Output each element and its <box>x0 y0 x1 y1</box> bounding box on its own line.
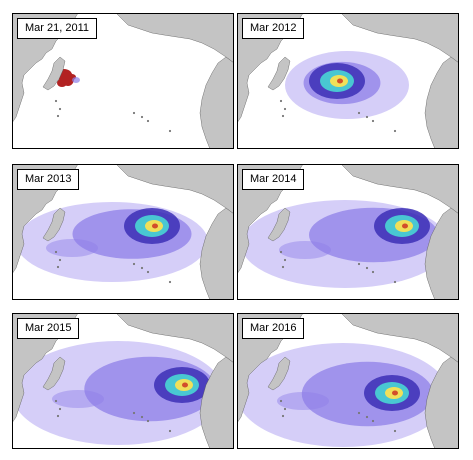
plume-max <box>402 223 408 229</box>
japan-land <box>42 207 66 242</box>
japan-land <box>267 56 291 91</box>
north-america-land <box>424 56 459 149</box>
island <box>371 119 375 123</box>
plume-max <box>392 390 398 396</box>
map-panel-mar-2015: Mar 2015 <box>12 313 234 449</box>
north-america-land <box>199 56 234 149</box>
japan-land <box>267 356 291 391</box>
map-panel-mar-2012: Mar 2012 <box>237 13 459 149</box>
japan-land <box>42 356 66 391</box>
island <box>283 258 287 262</box>
plume-max <box>152 223 158 229</box>
panel-border <box>12 13 234 149</box>
island <box>371 270 375 274</box>
release-fringe <box>72 77 80 83</box>
island <box>168 129 172 133</box>
panel-border <box>237 313 459 449</box>
island <box>357 111 361 115</box>
alaska-land <box>115 313 234 364</box>
island <box>56 265 60 269</box>
north-america-land <box>424 356 459 449</box>
island <box>279 99 283 103</box>
alaska-land <box>115 13 234 64</box>
island <box>371 419 375 423</box>
north-america-land <box>199 207 234 300</box>
panel-label: Mar 2015 <box>17 318 80 339</box>
alaska-land <box>340 13 459 64</box>
island <box>54 250 58 254</box>
map-panel-mar-2011: Mar 21, 2011 <box>12 13 234 149</box>
map-panel-mar-2016: Mar 2016 <box>237 313 459 449</box>
panel-border <box>237 164 459 300</box>
island <box>140 415 144 419</box>
island <box>357 411 361 415</box>
map-mar-2012 <box>237 13 459 149</box>
release-blob <box>57 79 67 87</box>
map-mar-2013 <box>12 164 234 300</box>
island <box>58 407 62 411</box>
panel-label: Mar 2016 <box>242 318 305 339</box>
map-mar-2011 <box>12 13 234 149</box>
panel-label: Mar 2013 <box>17 169 80 190</box>
island <box>132 262 136 266</box>
plume-tail <box>277 392 329 410</box>
island <box>56 414 60 418</box>
island <box>281 114 285 118</box>
island <box>168 429 172 433</box>
japan-land <box>42 56 66 91</box>
north-america-land <box>199 356 234 449</box>
island <box>393 429 397 433</box>
island <box>365 266 369 270</box>
map-panel-mar-2014: Mar 2014 <box>237 164 459 300</box>
panel-label: Mar 21, 2011 <box>17 18 98 39</box>
island <box>132 111 136 115</box>
island <box>283 407 287 411</box>
plume-tail <box>52 390 104 408</box>
island <box>132 411 136 415</box>
panel-border <box>12 313 234 449</box>
plume-max <box>182 382 188 388</box>
island <box>283 107 287 111</box>
island <box>357 262 361 266</box>
island <box>365 415 369 419</box>
island <box>393 129 397 133</box>
island <box>58 258 62 262</box>
map-panel-mar-2013: Mar 2013 <box>12 164 234 300</box>
island <box>140 266 144 270</box>
island <box>168 280 172 284</box>
island <box>58 107 62 111</box>
plume-tail <box>46 239 98 257</box>
panel-border <box>12 164 234 300</box>
island <box>54 399 58 403</box>
plume-tail <box>279 241 331 259</box>
north-america-land <box>424 207 459 300</box>
island <box>146 419 150 423</box>
island <box>281 414 285 418</box>
plume-max <box>337 78 343 84</box>
island <box>56 114 60 118</box>
island <box>146 270 150 274</box>
island <box>146 119 150 123</box>
alaska-land <box>115 164 234 215</box>
island <box>281 265 285 269</box>
island <box>393 280 397 284</box>
japan-land <box>267 207 291 242</box>
panel-label: Mar 2014 <box>242 169 305 190</box>
alaska-land <box>340 313 459 364</box>
panel-border <box>237 13 459 149</box>
island <box>279 399 283 403</box>
island <box>279 250 283 254</box>
alaska-land <box>340 164 459 215</box>
island <box>140 115 144 119</box>
island <box>54 99 58 103</box>
island <box>365 115 369 119</box>
panel-label: Mar 2012 <box>242 18 305 39</box>
